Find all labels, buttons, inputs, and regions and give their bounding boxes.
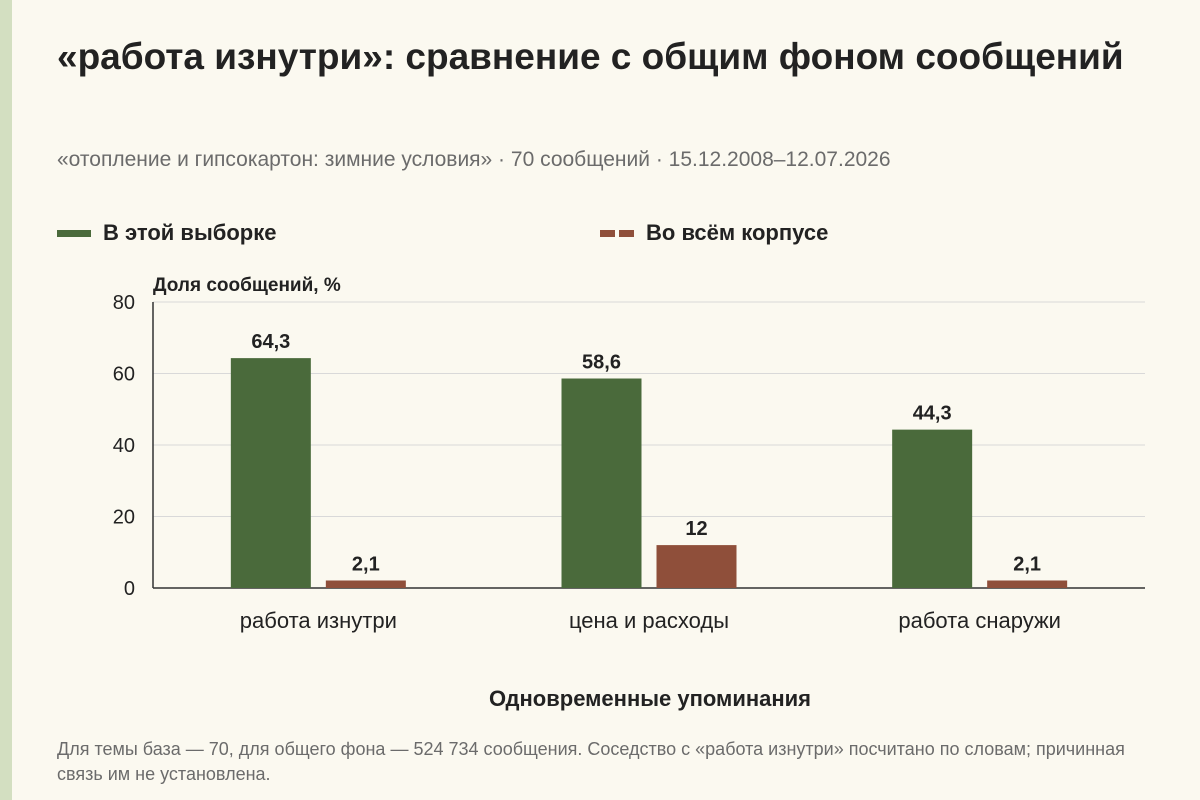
bars-layer [230,358,1068,588]
bar-sample [230,358,311,588]
x-tick-label: работа изнутри [240,608,397,633]
bar-sample [892,429,973,588]
footnote: Для темы база — 70, для общего фона — 52… [57,739,1125,784]
data-label: 2,1 [352,553,380,575]
legend-label-sample: В этой выборке [103,220,277,245]
legend-label-corpus: Во всём корпусе [646,220,829,245]
left-accent-stripe [0,0,12,800]
y-tick-label: 0 [124,578,135,600]
data-label: 44,3 [913,403,952,425]
chart-subtitle: «отопление и гипсокартон: зимние условия… [57,148,891,171]
bar-corpus [656,545,737,588]
chart-title: «работа изнутри»: сравнение с общим фоно… [57,36,1124,77]
x-tick-label: цена и расходы [569,608,729,633]
y-tick-label: 40 [113,435,135,457]
legend-swatch-corpus [600,229,634,237]
data-label: 64,3 [251,331,290,353]
y-axis-label: Доля сообщений, % [153,275,341,296]
data-label: 12 [685,518,707,540]
y-tick-label: 60 [113,364,135,386]
bar-corpus [987,580,1068,588]
data-label: 58,6 [582,352,621,374]
bar-sample [561,378,642,588]
legend-item-corpus: Во всём корпусе [600,218,828,248]
y-tick-label: 20 [113,507,135,529]
x-tick-label: работа снаружи [898,608,1061,633]
data-label: 2,1 [1013,553,1041,575]
y-tick-label: 80 [113,292,135,314]
grid-layer [153,301,1145,517]
labels-layer: 0 20 40 60 80 64,3 2,1 работа изнутри 58,6 12 цена… [113,292,1061,633]
bar-corpus [325,580,406,588]
legend-item-sample: В этой выборке [57,218,276,248]
legend-swatch-sample [57,229,91,237]
axis-layer [152,302,1145,589]
x-axis-title: Одновременные упоминания [488,686,812,711]
